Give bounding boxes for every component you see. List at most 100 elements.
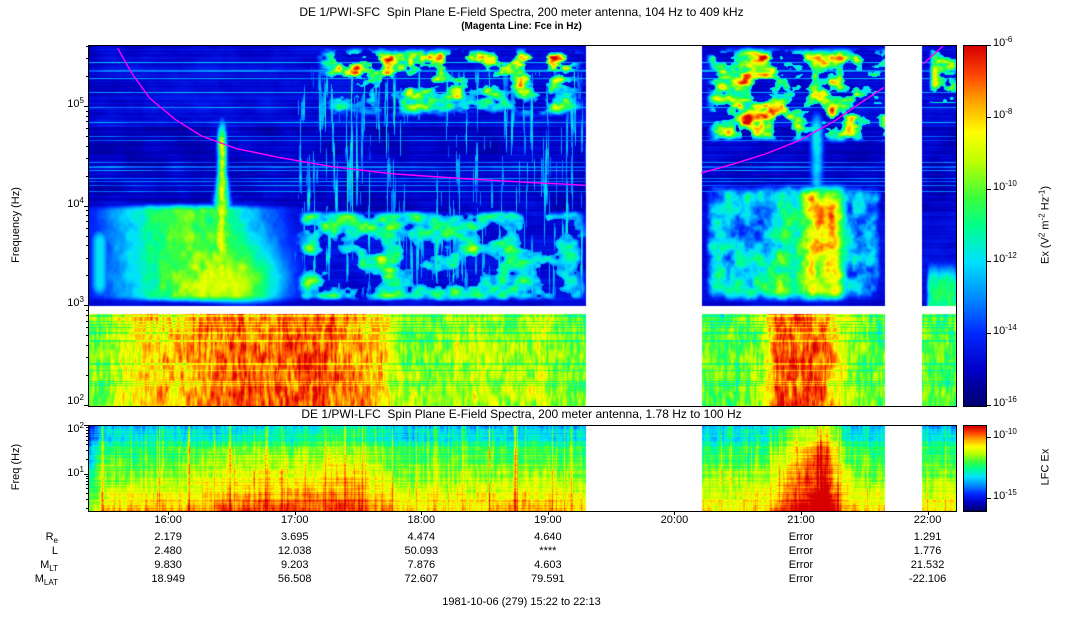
ephemeris-row-label: MLT <box>40 559 58 573</box>
lfc-minor-tick <box>86 476 88 477</box>
ephemeris-value: 9.830 <box>154 559 182 571</box>
lfc-spectrogram-canvas <box>89 426 956 511</box>
sfc-minor-tick <box>86 146 88 147</box>
ephemeris-value: 2.179 <box>154 531 182 543</box>
lfc-minor-tick <box>86 433 88 434</box>
sfc-minor-tick <box>86 357 88 358</box>
lfc-ylabel: Freq (Hz) <box>10 443 22 491</box>
lfc-minor-tick <box>86 440 88 441</box>
ephemeris-value: Error <box>788 573 814 585</box>
time-tick-mark <box>168 511 169 515</box>
ephemeris-value: 79.591 <box>531 573 565 585</box>
time-tick-label: 16:00 <box>154 514 182 526</box>
lfc-colorbar-tick-label: 10-10 <box>993 427 1017 442</box>
ephemeris-value: 72.607 <box>404 573 439 585</box>
ephemeris-value: 9.203 <box>280 559 309 571</box>
ephemeris-value: **** <box>539 545 557 557</box>
sfc-minor-tick <box>86 258 88 259</box>
sfc-minor-tick <box>86 215 88 216</box>
sfc-ytick-mark <box>84 106 88 107</box>
time-tick-mark <box>801 511 802 515</box>
time-tick-mark <box>548 511 549 515</box>
sfc-ytick-mark <box>84 305 88 306</box>
ephemeris-value: Error <box>788 559 814 571</box>
sfc-colorbar-tick-label-mark <box>987 189 991 190</box>
ephemeris-row-label: MLAT <box>34 573 58 587</box>
lfc-minor-tick <box>86 450 88 451</box>
sfc-spectrogram-canvas <box>89 46 956 406</box>
sfc-minor-tick <box>86 345 88 346</box>
sfc-colorbar-tick-label: 10-6 <box>993 35 1013 50</box>
sfc-minor-tick <box>86 375 88 376</box>
lfc-minor-tick <box>86 444 88 445</box>
ephemeris-value: 1.291 <box>913 531 942 543</box>
lfc-colorbar <box>963 425 987 512</box>
sfc-minor-tick <box>86 228 88 229</box>
lfc-colorbar-tick-label-mark <box>987 498 991 499</box>
lfc-colorbar-canvas <box>964 426 986 511</box>
ephemeris-value: 4.474 <box>407 531 436 543</box>
lfc-minor-tick <box>86 436 88 437</box>
sfc-minor-tick <box>86 116 88 117</box>
sfc-colorbar-tick-label: 10-12 <box>993 251 1017 266</box>
lfc-minor-tick <box>86 430 88 431</box>
ephemeris-value: 50.093 <box>404 545 439 557</box>
sfc-colorbar-tick-label: 10-16 <box>993 395 1017 410</box>
sfc-colorbar-tick-label-mark <box>987 405 991 406</box>
lfc-minor-tick <box>86 493 88 494</box>
lfc-colorbar-tick-label: 10-15 <box>993 487 1017 502</box>
ephemeris-value: -22.106 <box>908 573 947 585</box>
sfc-minor-tick <box>86 321 88 322</box>
sfc-panel <box>88 45 957 407</box>
sfc-minor-tick <box>86 221 88 222</box>
lfc-minor-tick <box>86 478 88 479</box>
ephemeris-value: Error <box>788 545 814 557</box>
sfc-minor-tick <box>86 128 88 129</box>
ephemeris-value: 1.776 <box>913 545 942 557</box>
sfc-minor-tick <box>86 315 88 316</box>
time-tick-label: 21:00 <box>787 514 815 526</box>
sfc-title: DE 1/PWI-SFC Spin Plane E-Field Spectra,… <box>299 5 744 19</box>
sfc-ytick-label: 103 <box>67 295 84 310</box>
sfc-colorbar-tick-label: 10-8 <box>993 107 1013 122</box>
ephemeris-value: 21.532 <box>910 559 945 571</box>
sfc-minor-tick <box>86 136 88 137</box>
ephemeris-value: 12.038 <box>277 545 312 557</box>
lfc-ytick-label: 101 <box>67 464 84 479</box>
sfc-minor-tick <box>86 245 88 246</box>
lfc-minor-tick <box>86 459 88 460</box>
sfc-minor-tick <box>86 58 88 59</box>
lfc-minor-tick <box>86 488 88 489</box>
sfc-subtitle: (Magenta Line: Fce in Hz) <box>461 21 582 32</box>
sfc-minor-tick <box>86 176 88 177</box>
ephemeris-value: 3.695 <box>280 531 309 543</box>
sfc-colorbar-tick-label-mark <box>987 333 991 334</box>
lfc-colorbar-tick-label-mark <box>987 437 991 438</box>
sfc-minor-tick <box>86 210 88 211</box>
sfc-minor-tick <box>86 275 88 276</box>
time-tick-label: 22:00 <box>913 514 942 526</box>
sfc-ytick-label: 102 <box>67 393 84 408</box>
sfc-minor-tick <box>86 76 88 77</box>
time-tick-mark <box>421 511 422 515</box>
lfc-minor-tick <box>86 427 88 428</box>
lfc-minor-tick <box>86 481 88 482</box>
ephemeris-row-label: L <box>51 545 58 557</box>
time-tick-label: 20:00 <box>660 514 689 526</box>
sfc-minor-tick <box>86 310 88 311</box>
lfc-colorbar-unit-label: LFC Ex <box>1039 448 1052 486</box>
lfc-ytick-mark <box>84 474 88 475</box>
sfc-colorbar-unit-label: Ex (V2 m-2 Hz-1) <box>1037 185 1052 265</box>
sfc-ylabel: Frequency (Hz) <box>10 187 22 263</box>
time-tick-mark <box>928 511 929 515</box>
sfc-colorbar-canvas <box>964 46 986 406</box>
sfc-colorbar-tick-label: 10-10 <box>993 179 1017 194</box>
footer-date-range: 1981-10-06 (279) 15:22 to 22:13 <box>442 596 601 608</box>
time-tick-label: 17:00 <box>280 514 309 526</box>
lfc-minor-tick <box>86 499 88 500</box>
ephemeris-row-label: Re <box>45 531 58 545</box>
sfc-minor-tick <box>86 121 88 122</box>
sfc-colorbar-tick-label-mark <box>987 117 991 118</box>
sfc-ytick-mark <box>84 405 88 406</box>
